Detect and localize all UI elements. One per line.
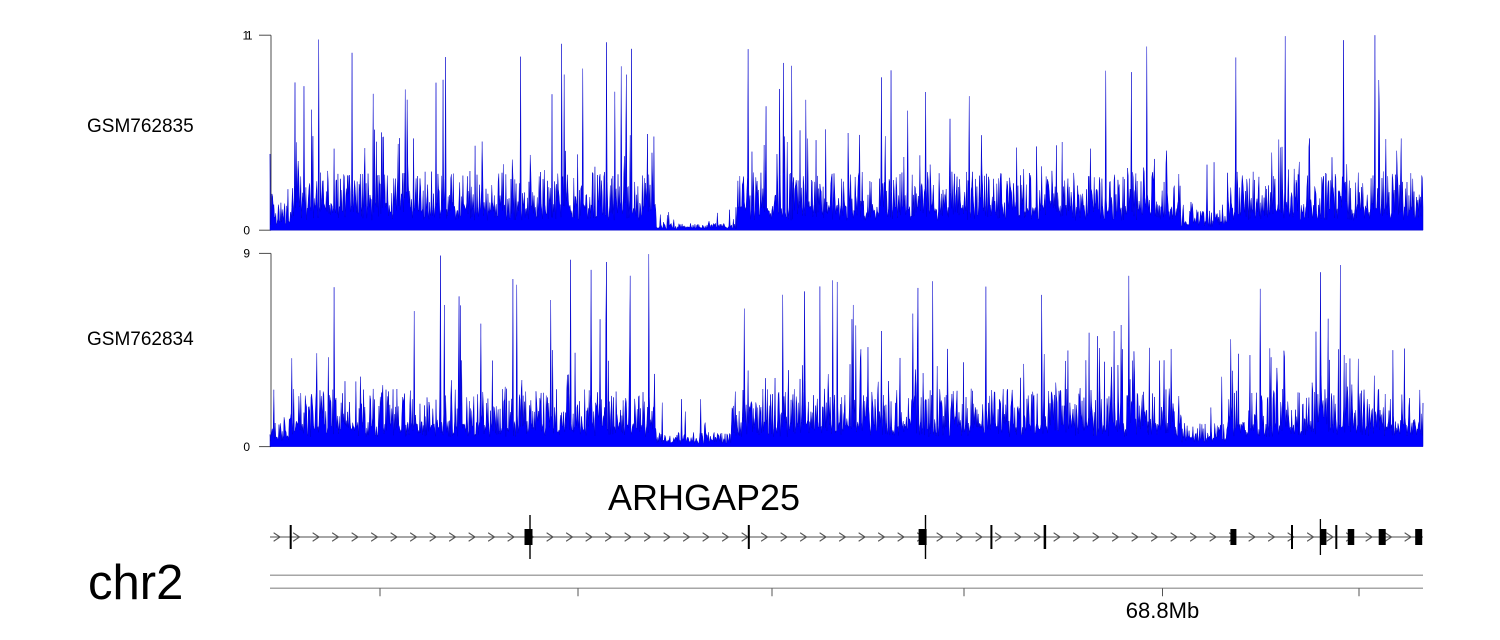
svg-text:ARHGAP25: ARHGAP25 [608,477,800,518]
svg-text:GSM762835: GSM762835 [87,116,194,137]
svg-text:0: 0 [243,440,250,454]
svg-text:9: 9 [243,247,250,261]
svg-text:0: 0 [243,223,250,237]
svg-text:GSM762834: GSM762834 [87,329,194,350]
svg-text:68.8Mb: 68.8Mb [1126,598,1199,623]
svg-text:chr2: chr2 [88,556,183,610]
